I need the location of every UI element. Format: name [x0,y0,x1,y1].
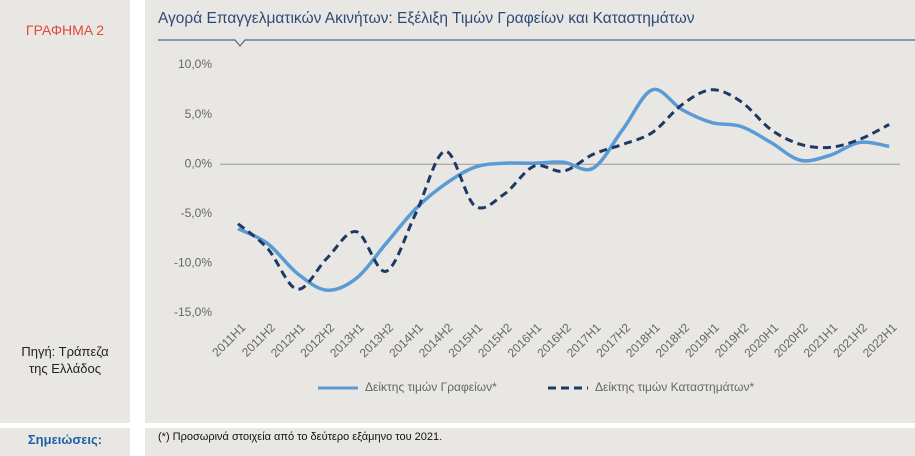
series-line [237,87,890,292]
y-tick-label: -5,0% [181,206,213,220]
side-panel: ΓΡΑΦΗΜΑ 2 Πηγή: Τράπεζα της Ελλάδος [0,0,130,423]
chart-panel [145,0,915,423]
footnote: (*) Προσωρινά στοιχεία από το δεύτερο εξ… [158,431,443,443]
chart: Αγορά Επαγγελματικών Ακινήτων: Εξέλιξη Τ… [158,10,915,394]
legend-label: Δείκτης τιμών Καταστημάτων* [595,380,755,394]
chart-title: Αγορά Επαγγελματικών Ακινήτων: Εξέλιξη Τ… [158,10,695,27]
y-tick-label: -15,0% [174,305,212,319]
panel-label: ΓΡΑΦΗΜΑ 2 [25,22,105,38]
y-tick-label: -10,0% [174,256,212,270]
y-tick-label: 0,0% [185,156,213,170]
notes-panel: Σημειώσεις: [0,428,130,456]
source: Πηγή: Τράπεζα της Ελλάδος [21,344,109,376]
notes-label: Σημειώσεις: [27,432,103,447]
legend-label: Δείκτης τιμών Γραφείων* [365,380,497,394]
footnote-panel: (*) Προσωρινά στοιχεία από το δεύτερο εξ… [145,428,915,456]
y-tick-label: 10,0% [178,57,212,71]
series-line [237,88,890,291]
y-tick-label: 5,0% [185,107,213,121]
title-rule [158,39,915,47]
x-tick-label: 2022H1 [860,320,900,360]
